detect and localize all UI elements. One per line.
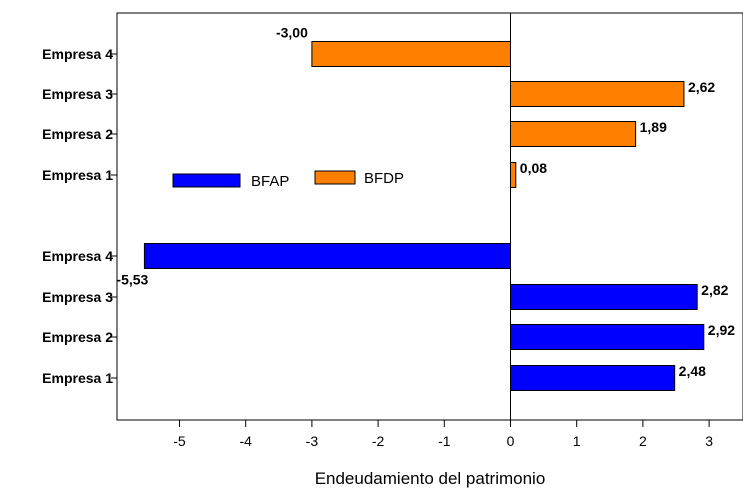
- category-label-bfap-empresa-4: Empresa 4: [42, 248, 113, 264]
- x-axis-title: Endeudamiento del patrimonio: [315, 469, 546, 488]
- data-label-bfdp-empresa-3: 2,62: [688, 79, 715, 95]
- x-tick-label-1: 1: [573, 433, 581, 449]
- bar-bfdp-empresa-2: [510, 121, 637, 147]
- legend-swatch-bfdp: [314, 170, 356, 185]
- data-label-bfdp-empresa-4: -3,00: [276, 25, 308, 41]
- bar-bfdp-empresa-1: [510, 162, 517, 188]
- data-label-bfap-empresa-3: 2,82: [701, 282, 728, 298]
- legend: BFAP BFDP: [172, 170, 404, 190]
- bar-bfdp-empresa-3: [510, 81, 685, 107]
- x-tick-label-0: 0: [507, 433, 515, 449]
- legend-label-bfap: BFAP: [251, 173, 289, 190]
- data-label-bfap-empresa-2: 2,92: [708, 322, 735, 338]
- legend-swatch-bfap: [172, 173, 241, 188]
- legend-label-bfdp: BFDP: [364, 170, 404, 187]
- x-tick-label--2: -2: [372, 433, 385, 449]
- category-label-bfdp-empresa-1: Empresa 1: [42, 167, 113, 183]
- x-tick-label--3: -3: [306, 433, 319, 449]
- category-label-bfap-empresa-3: Empresa 3: [42, 289, 113, 305]
- data-label-bfdp-empresa-1: 0,08: [520, 160, 547, 176]
- data-label-bfap-empresa-1: 2,48: [679, 363, 706, 379]
- bar-bfap-empresa-3: [510, 284, 698, 310]
- bar-bfap-empresa-4: [143, 243, 511, 269]
- bars-layer: -3,00 2,62 1,89 0,08 -5,53 2,82 2,92 2,48: [116, 25, 735, 391]
- x-tick-label-3: 3: [705, 433, 713, 449]
- x-tick-label-2: 2: [639, 433, 647, 449]
- data-label-bfap-empresa-4: -5,53: [116, 272, 148, 288]
- x-axis-ticks: -5 -4 -3 -2 -1 0 1 2 3: [173, 420, 713, 449]
- category-label-bfdp-empresa-3: Empresa 3: [42, 86, 113, 102]
- category-label-bfap-empresa-1: Empresa 1: [42, 370, 113, 386]
- category-label-bfap-empresa-2: Empresa 2: [42, 329, 113, 345]
- bar-bfap-empresa-1: [510, 365, 676, 391]
- category-label-bfdp-empresa-4: Empresa 4: [42, 46, 113, 62]
- x-tick-label--1: -1: [438, 433, 451, 449]
- category-labels: Empresa 4 Empresa 3 Empresa 2 Empresa 1 Empr…: [42, 46, 117, 386]
- x-tick-label--5: -5: [173, 433, 186, 449]
- x-tick-label--4: -4: [239, 433, 252, 449]
- bar-bfap-empresa-2: [510, 324, 705, 350]
- plot-area: [116, 12, 743, 421]
- data-label-bfdp-empresa-2: 1,89: [640, 119, 667, 135]
- category-label-bfdp-empresa-2: Empresa 2: [42, 126, 113, 142]
- bar-bfdp-empresa-4: [311, 41, 511, 67]
